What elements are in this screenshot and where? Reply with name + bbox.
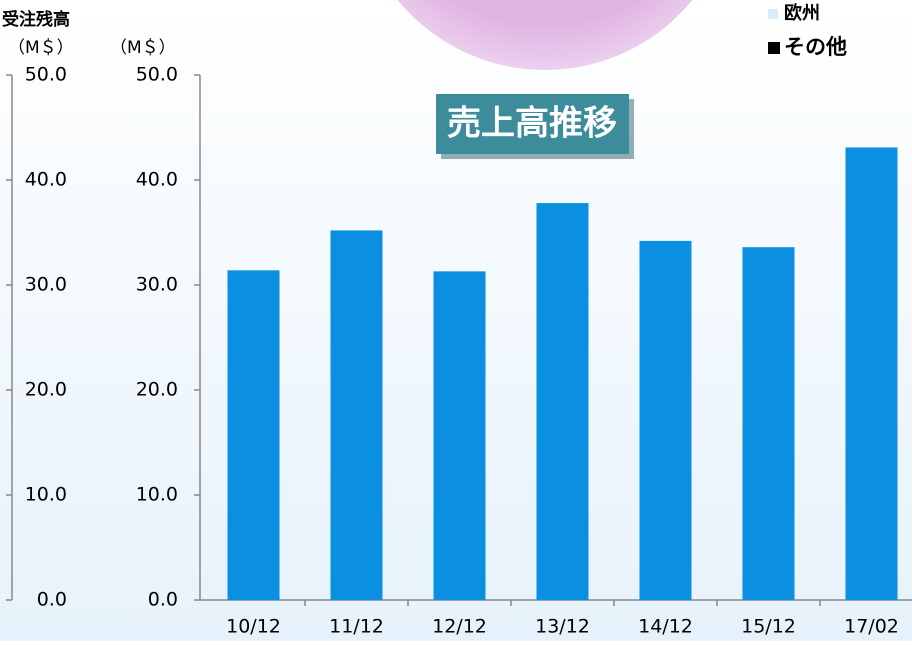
chart-title: 売上高推移 — [447, 104, 617, 144]
x-tick-label: 13/12 — [535, 616, 590, 638]
bar — [742, 247, 795, 600]
bar — [330, 230, 383, 600]
y2-tick-label: 40.0 — [25, 169, 67, 191]
y2-tick-label: 20.0 — [25, 379, 67, 401]
y-tick-label: 50.0 — [136, 64, 178, 86]
x-tick-label: 10/12 — [226, 616, 281, 638]
x-tick-label: 17/02 — [844, 616, 899, 638]
y-tick-label: 10.0 — [136, 484, 178, 506]
legend-swatch — [768, 9, 778, 19]
decoration-circle — [397, 0, 693, 70]
bar — [845, 147, 898, 600]
y-tick-label: 30.0 — [136, 274, 178, 296]
x-tick-label: 12/12 — [432, 616, 487, 638]
y2-tick-label: 30.0 — [25, 274, 67, 296]
y2-tick-label: 50.0 — [25, 64, 67, 86]
legend-label: 欧州 — [784, 2, 820, 24]
y2-tick-label: 0.0 — [37, 589, 67, 611]
title-box — [436, 94, 629, 154]
legend-label: その他 — [784, 35, 847, 59]
bar — [433, 271, 486, 600]
y-unit-label: （M＄） — [110, 38, 176, 58]
legend-swatch — [768, 42, 780, 54]
y2-axis-label: 受注残高 — [2, 9, 70, 30]
y-tick-label: 0.0 — [148, 589, 178, 611]
bar — [536, 203, 589, 600]
bar — [639, 240, 692, 600]
x-tick-label: 15/12 — [741, 616, 796, 638]
y2-unit-label: （M＄） — [8, 38, 74, 58]
y2-tick-label: 10.0 — [25, 484, 67, 506]
x-tick-label: 14/12 — [638, 616, 693, 638]
bar — [227, 270, 280, 600]
x-tick-label: 11/12 — [329, 616, 384, 638]
y-tick-label: 20.0 — [136, 379, 178, 401]
y-tick-label: 40.0 — [136, 169, 178, 191]
